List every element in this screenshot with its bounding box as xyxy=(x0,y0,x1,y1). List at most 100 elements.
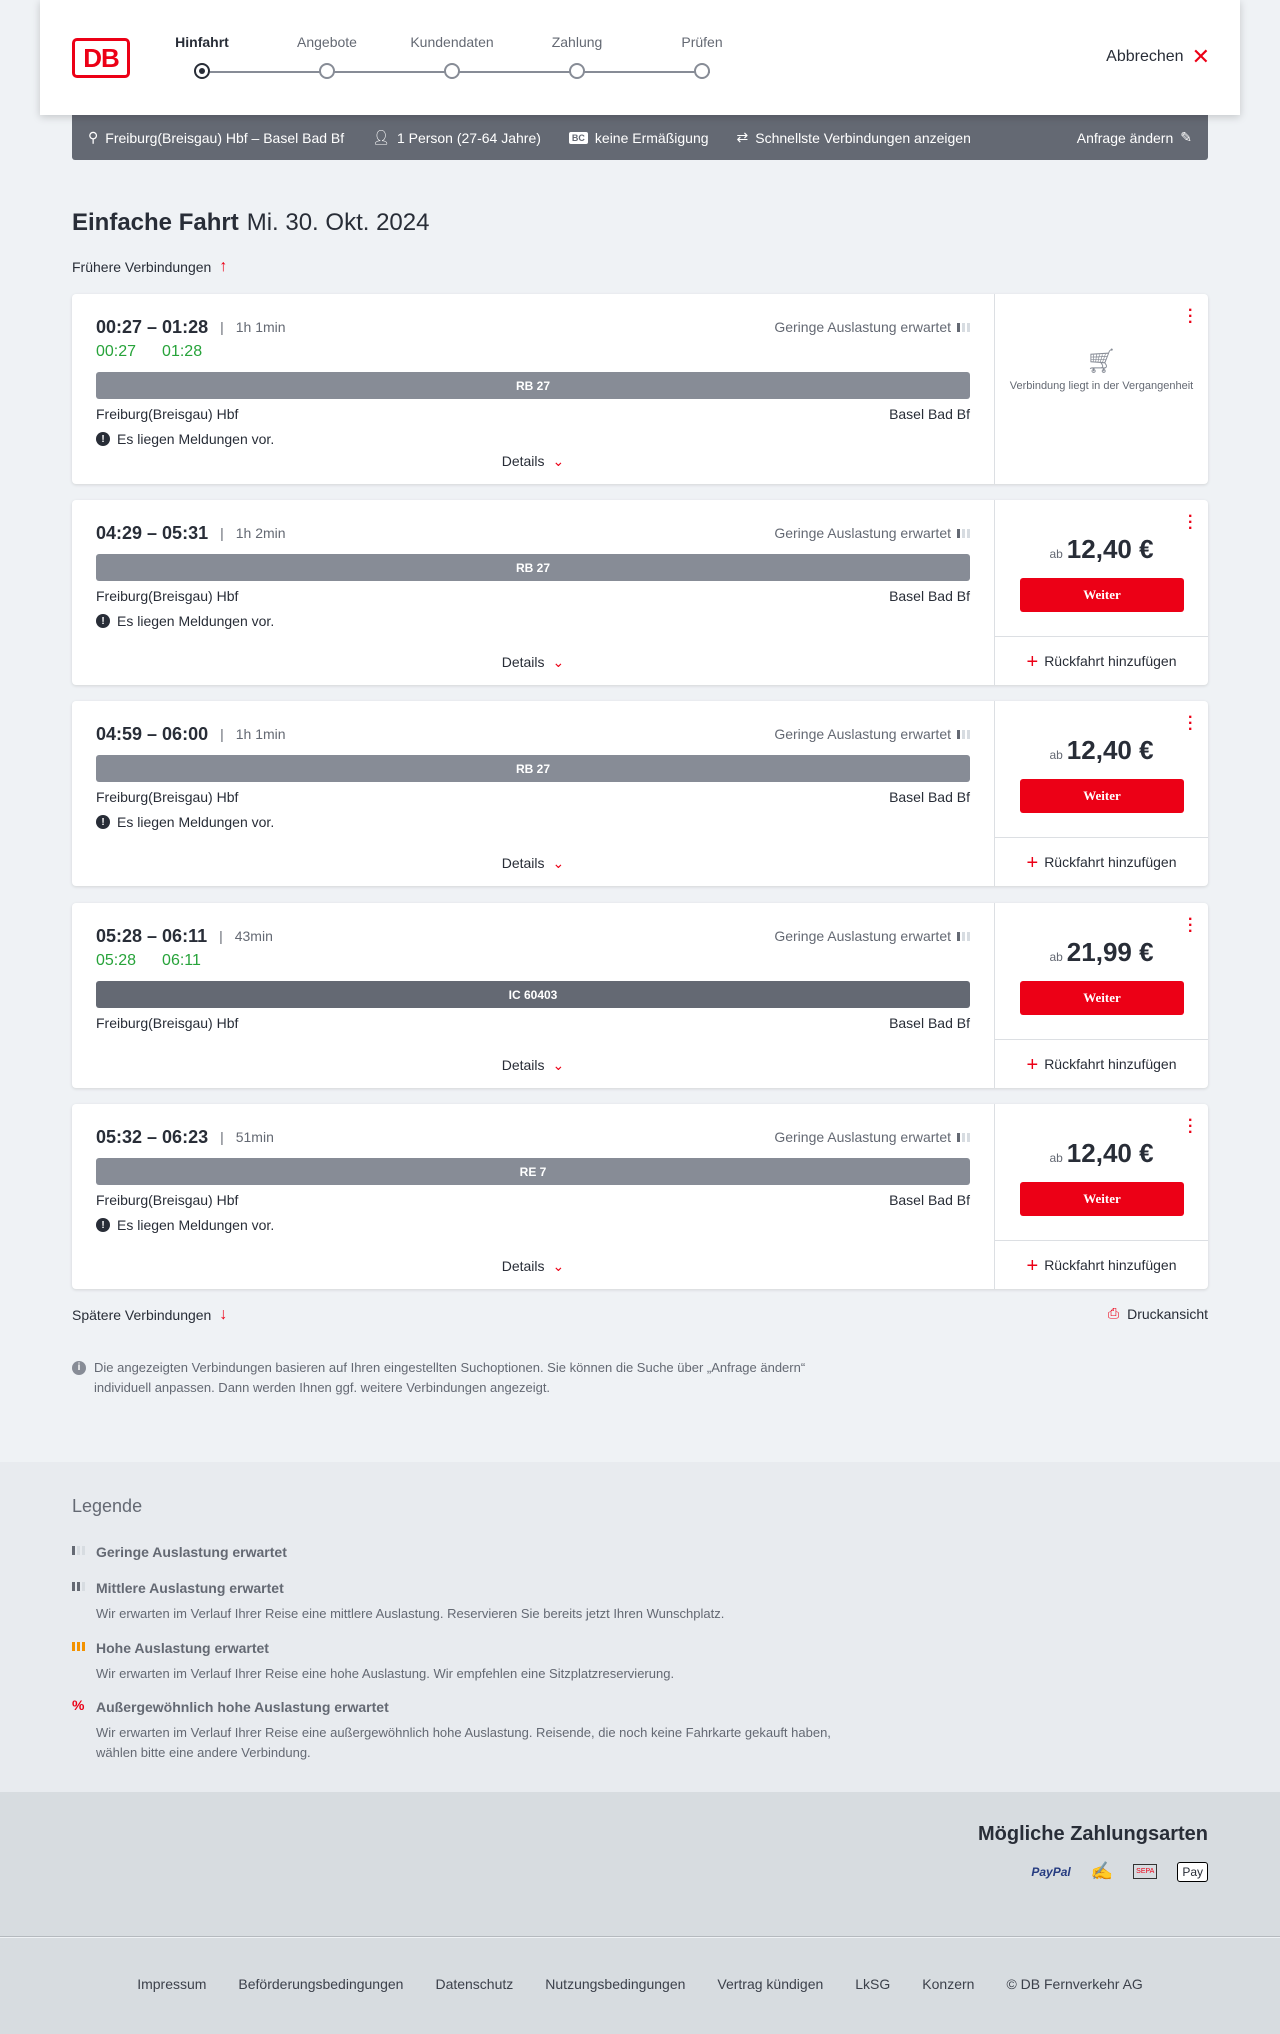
connection-duration: 43min xyxy=(234,928,273,944)
details-toggle[interactable]: Details ⌄ xyxy=(72,654,994,671)
details-toggle[interactable]: Details ⌄ xyxy=(72,855,994,872)
connection-card: 04:29 – 05:31 | 1h 2min Geringe Auslastung … xyxy=(72,500,1208,685)
train-bar[interactable]: IC 60403 xyxy=(96,981,970,1008)
cancel-button[interactable]: Abbrechen ✕ xyxy=(1106,46,1210,68)
details-toggle[interactable]: Details ⌄ xyxy=(72,1258,994,1275)
add-return-trip-button[interactable]: + Rückfahrt hinzufügen xyxy=(995,1054,1208,1077)
legend-section: Legende Geringe Auslastung erwartet Mitt… xyxy=(0,1462,1280,1792)
realtime-times: 05:28 06:11 xyxy=(96,949,970,973)
return-label: Rückfahrt hinzufügen xyxy=(1044,854,1177,870)
realtime-arrival: 01:28 xyxy=(162,343,203,360)
progress-stepper: Hinfahrt Angebote Kundendaten Zahlung Pr… xyxy=(175,34,723,84)
continue-button[interactable]: Weiter xyxy=(1020,578,1184,612)
legend-item-title: Hohe Auslastung erwartet xyxy=(96,1640,269,1656)
chevron-down-icon: ⌄ xyxy=(552,654,565,670)
plus-icon: + xyxy=(1026,1054,1039,1076)
arrival-station: Basel Bad Bf xyxy=(889,789,970,805)
price-prefix: ab xyxy=(1049,1151,1063,1165)
price-value: 12,40 € xyxy=(1066,534,1154,564)
arrival-station: Basel Bad Bf xyxy=(889,406,970,422)
fastest-toggle[interactable]: ⇄ Schnellste Verbindungen anzeigen xyxy=(737,129,971,146)
payment-title: Mögliche Zahlungsarten xyxy=(977,1823,1208,1845)
note-text: Die angezeigten Verbindungen basieren au… xyxy=(94,1360,806,1395)
persons-text: 1 Person (27-64 Jahre) xyxy=(396,129,541,146)
arrival-station: Basel Bad Bf xyxy=(889,588,970,604)
offer-panel: · · · ab 12,40 € Weiter + Rückfahrt hinzufügen xyxy=(994,701,1208,886)
details-toggle[interactable]: Details ⌄ xyxy=(72,453,994,470)
train-bar[interactable]: RB 27 xyxy=(96,372,970,399)
discount-info: BC keine Ermäßigung xyxy=(568,130,709,146)
arrival-station: Basel Bad Bf xyxy=(889,1192,970,1208)
edit-request-label: Anfrage ändern xyxy=(1076,129,1174,146)
footer-link-nutzungsbedingungen[interactable]: Nutzungsbedingungen xyxy=(545,1976,686,1992)
footer-link-impressum[interactable]: Impressum xyxy=(137,1976,207,1992)
details-label: Details xyxy=(501,453,545,469)
return-label: Rückfahrt hinzufügen xyxy=(1044,1056,1177,1072)
details-label: Details xyxy=(501,654,545,670)
connection-info: 05:28 – 06:11 | 43min Geringe Auslastung er… xyxy=(72,903,994,1088)
price: ab 12,40 € xyxy=(995,735,1208,766)
earlier-label: Frühere Verbindungen xyxy=(72,259,212,275)
realtime-departure: 00:27 xyxy=(96,343,137,360)
swap-arrows-icon: ⇄ xyxy=(736,129,749,145)
load-medium-icon xyxy=(72,1582,85,1591)
continue-button[interactable]: Weiter xyxy=(1020,779,1184,813)
add-return-trip-button[interactable]: + Rückfahrt hinzufügen xyxy=(995,1255,1208,1278)
load-indicator: Geringe Auslastung erwartet xyxy=(774,319,970,335)
load-text: Geringe Auslastung erwartet xyxy=(774,928,951,944)
location-pin-icon: ⚲ xyxy=(88,129,99,145)
separator: | xyxy=(220,319,224,335)
footer-copyright: © DB Fernverkehr AG xyxy=(1006,1976,1143,1992)
load-exceptional-icon: % xyxy=(72,1697,85,1713)
legend-item-medium: Mittlere Auslastung erwartet Wir erwarten… xyxy=(72,1580,872,1624)
footer-link-datenschutz[interactable]: Datenschutz xyxy=(435,1976,514,1992)
continue-button[interactable]: Weiter xyxy=(1020,1182,1184,1216)
footer-link-konzern[interactable]: Konzern xyxy=(922,1976,975,1992)
footer-link-befoerderungsbedingungen[interactable]: Beförderungsbedingungen xyxy=(238,1976,404,1992)
details-toggle[interactable]: Details ⌄ xyxy=(72,1057,994,1074)
departure-station: Freiburg(Breisgau) Hbf xyxy=(96,1015,239,1031)
train-name: RE 7 xyxy=(519,1164,547,1179)
price-value: 21,99 € xyxy=(1066,937,1154,967)
step-dot xyxy=(194,63,210,79)
payment-section: Mögliche Zahlungsarten PayPal ✍ SEPA Pay xyxy=(0,1792,1280,1937)
load-low-icon xyxy=(957,729,970,739)
paypal-icon: PayPal xyxy=(1031,1864,1071,1879)
connection-duration: 1h 1min xyxy=(235,726,286,742)
footer-link-lksg[interactable]: LkSG xyxy=(855,1976,891,1992)
chevron-down-icon: ⌄ xyxy=(552,855,565,871)
legend-item-low: Geringe Auslastung erwartet xyxy=(72,1544,872,1560)
db-logo[interactable]: DB xyxy=(72,38,130,78)
chevron-down-icon: ⌄ xyxy=(552,453,565,469)
credit-card-icon: ✍ xyxy=(1090,1861,1114,1881)
train-bar[interactable]: RB 27 xyxy=(96,755,970,782)
details-label: Details xyxy=(501,1258,545,1274)
add-return-trip-button[interactable]: + Rückfahrt hinzufügen xyxy=(995,852,1208,875)
realtime-times: 00:27 01:28 xyxy=(96,340,970,364)
train-bar[interactable]: RB 27 xyxy=(96,554,970,581)
later-connections-link[interactable]: Spätere Verbindungen ↓ xyxy=(72,1306,227,1324)
step-dot xyxy=(319,63,335,79)
legend-item-desc: Wir erwarten im Verlauf Ihrer Reise eine… xyxy=(96,1725,831,1760)
footer-link-vertrag-kuendigen[interactable]: Vertrag kündigen xyxy=(717,1976,824,1992)
train-bar[interactable]: RE 7 xyxy=(96,1158,970,1185)
footer: Impressum Beförderungsbedingungen Datens… xyxy=(0,1938,1280,2034)
more-options-icon[interactable]: · · · xyxy=(1188,508,1194,537)
info-note: i Die angezeigten Verbindungen basieren a… xyxy=(72,1358,842,1398)
more-options-icon[interactable]: · · · xyxy=(1188,709,1194,738)
messages-notice: ! Es liegen Meldungen vor. xyxy=(96,431,970,447)
more-options-icon[interactable]: · · · xyxy=(1188,302,1194,331)
more-options-icon[interactable]: · · · xyxy=(1188,911,1194,940)
train-name: RB 27 xyxy=(515,761,550,776)
add-return-trip-button[interactable]: + Rückfahrt hinzufügen xyxy=(995,651,1208,674)
print-view-link[interactable]: ⎙ Druckansicht xyxy=(1108,1305,1208,1322)
earlier-connections-link[interactable]: Frühere Verbindungen ↑ xyxy=(72,258,227,276)
load-indicator: Geringe Auslastung erwartet xyxy=(774,928,970,944)
bahncard-icon: BC xyxy=(568,131,588,144)
printer-icon: ⎙ xyxy=(1107,1305,1120,1321)
continue-button[interactable]: Weiter xyxy=(1020,981,1184,1015)
print-label: Druckansicht xyxy=(1127,1305,1208,1322)
more-options-icon[interactable]: · · · xyxy=(1188,1112,1194,1141)
load-low-icon xyxy=(957,1132,970,1142)
edit-request-button[interactable]: Anfrage ändern ✎ xyxy=(1077,129,1192,146)
